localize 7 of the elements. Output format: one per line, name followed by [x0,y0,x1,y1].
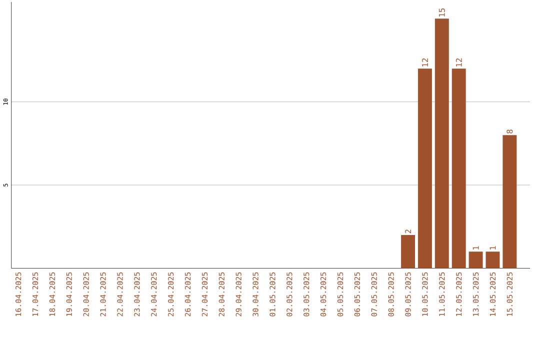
bar [401,234,416,268]
bar [418,68,432,268]
bar [468,252,483,268]
bar [452,68,466,268]
bar [434,18,449,268]
bar [502,135,517,268]
bar [486,252,500,268]
